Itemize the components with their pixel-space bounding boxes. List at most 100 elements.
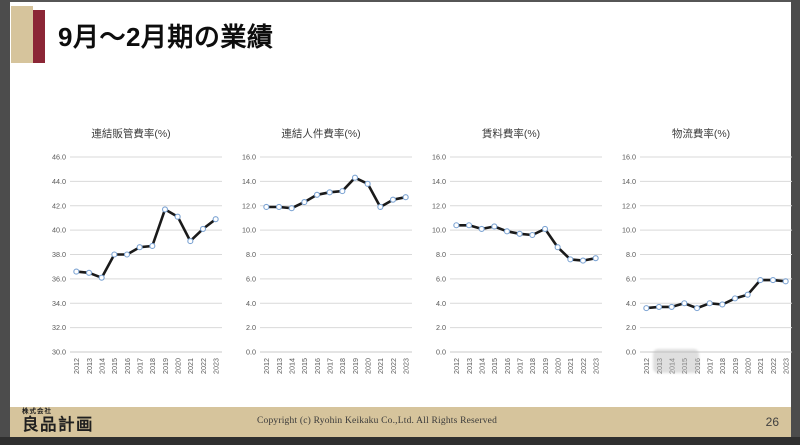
svg-text:2018: 2018 (338, 358, 347, 374)
svg-text:8.0: 8.0 (626, 250, 636, 259)
svg-text:46.0: 46.0 (52, 153, 66, 162)
page-title: 9月～2月期の業績 (58, 22, 274, 52)
svg-text:32.0: 32.0 (52, 323, 66, 332)
line-chart-svg: 連結人件費率(%) 16.0 14.0 12.0 10.0 8.0 6.0 4.0 2.0 0.0… (242, 127, 412, 374)
company-logo-name: 良品計画 (22, 415, 94, 434)
svg-text:2013: 2013 (655, 358, 664, 374)
frame-top-edge (0, 0, 800, 2)
svg-text:2012: 2012 (72, 358, 81, 374)
svg-text:2015: 2015 (680, 358, 689, 374)
svg-text:2015: 2015 (490, 358, 499, 374)
chart-rent-ratio: 賃料費率(%) 16.0 14.0 12.0 10.0 8.0 6.0 4.0 2.0 0.0 20… (418, 118, 604, 390)
svg-text:2.0: 2.0 (436, 323, 446, 332)
chart-consolidated-sga-ratio: 連結販管費率(%) 46.0 44.0 42.0 40.0 38.0 36.0 34.0 32.… (38, 118, 224, 390)
svg-text:2023: 2023 (781, 358, 790, 374)
svg-text:2.0: 2.0 (246, 323, 256, 332)
svg-text:16.0: 16.0 (622, 153, 636, 162)
svg-text:14.0: 14.0 (622, 177, 636, 186)
svg-text:30.0: 30.0 (52, 348, 66, 357)
svg-text:2015: 2015 (110, 358, 119, 374)
title-marker-tan (11, 6, 33, 63)
svg-text:賃料費率(%): 賃料費率(%) (482, 127, 540, 140)
frame-left-edge (0, 0, 10, 445)
svg-text:2012: 2012 (262, 358, 271, 374)
svg-text:連結販管費率(%): 連結販管費率(%) (91, 127, 170, 140)
copyright-text: Copyright (c) Ryohin Keikaku Co.,Ltd. Al… (256, 416, 498, 426)
svg-text:6.0: 6.0 (626, 274, 636, 283)
svg-text:2020: 2020 (363, 358, 372, 374)
svg-text:2013: 2013 (275, 358, 284, 374)
svg-text:8.0: 8.0 (246, 250, 256, 259)
svg-text:14.0: 14.0 (242, 177, 256, 186)
svg-text:連結人件費率(%): 連結人件費率(%) (281, 127, 360, 140)
svg-text:34.0: 34.0 (52, 299, 66, 308)
svg-text:16.0: 16.0 (242, 153, 256, 162)
svg-text:2013: 2013 (85, 358, 94, 374)
svg-text:42.0: 42.0 (52, 201, 66, 210)
svg-text:4.0: 4.0 (436, 299, 446, 308)
svg-text:2.0: 2.0 (626, 323, 636, 332)
svg-text:2020: 2020 (743, 358, 752, 374)
svg-text:36.0: 36.0 (52, 274, 66, 283)
svg-text:2017: 2017 (705, 358, 714, 374)
svg-text:14.0: 14.0 (432, 177, 446, 186)
svg-text:2018: 2018 (148, 358, 157, 374)
svg-text:6.0: 6.0 (246, 274, 256, 283)
svg-text:44.0: 44.0 (52, 177, 66, 186)
svg-text:2022: 2022 (389, 358, 398, 374)
svg-text:2019: 2019 (541, 358, 550, 374)
svg-text:2019: 2019 (351, 358, 360, 374)
svg-text:2023: 2023 (591, 358, 600, 374)
svg-text:2022: 2022 (579, 358, 588, 374)
frame-right-edge (791, 0, 800, 445)
svg-text:2014: 2014 (97, 358, 106, 374)
svg-text:2016: 2016 (693, 358, 702, 374)
svg-text:2023: 2023 (401, 358, 410, 374)
line-chart-svg: 物流費率(%) 16.0 14.0 12.0 10.0 8.0 6.0 4.0 2.0 0.0 20… (622, 127, 792, 374)
svg-text:2016: 2016 (123, 358, 132, 374)
company-logo: 株式会社 良品計画 (22, 408, 94, 434)
svg-text:2023: 2023 (211, 358, 220, 374)
svg-text:2017: 2017 (325, 358, 334, 374)
svg-text:40.0: 40.0 (52, 226, 66, 235)
svg-text:2019: 2019 (161, 358, 170, 374)
title-marker-red (33, 10, 45, 63)
charts-row: 連結販管費率(%) 46.0 44.0 42.0 40.0 38.0 36.0 34.0 32.… (38, 118, 794, 390)
svg-text:2017: 2017 (515, 358, 524, 374)
svg-text:2014: 2014 (477, 358, 486, 374)
svg-text:4.0: 4.0 (246, 299, 256, 308)
svg-text:2016: 2016 (503, 358, 512, 374)
svg-text:0.0: 0.0 (436, 348, 446, 357)
svg-text:38.0: 38.0 (52, 250, 66, 259)
svg-text:8.0: 8.0 (436, 250, 446, 259)
svg-text:2021: 2021 (186, 358, 195, 374)
chart-logistics-ratio: 物流費率(%) 16.0 14.0 12.0 10.0 8.0 6.0 4.0 2.0 0.0 20… (608, 118, 794, 390)
company-logo-prefix: 株式会社 (22, 408, 52, 415)
line-chart-svg: 連結販管費率(%) 46.0 44.0 42.0 40.0 38.0 36.0 34.0 32.… (52, 127, 222, 374)
line-chart-svg: 賃料費率(%) 16.0 14.0 12.0 10.0 8.0 6.0 4.0 2.0 0.0 20… (432, 127, 602, 374)
svg-text:12.0: 12.0 (622, 201, 636, 210)
svg-text:2020: 2020 (173, 358, 182, 374)
svg-text:2022: 2022 (769, 358, 778, 374)
svg-text:16.0: 16.0 (432, 153, 446, 162)
svg-text:2017: 2017 (135, 358, 144, 374)
chart-consolidated-personnel-ratio: 連結人件費率(%) 16.0 14.0 12.0 10.0 8.0 6.0 4.0 2.0 0.0… (228, 118, 414, 390)
page-number: 26 (765, 415, 779, 429)
svg-text:2019: 2019 (731, 358, 740, 374)
svg-text:12.0: 12.0 (242, 201, 256, 210)
svg-text:2012: 2012 (452, 358, 461, 374)
svg-text:2016: 2016 (313, 358, 322, 374)
frame-bottom-edge (0, 437, 800, 445)
svg-text:2021: 2021 (566, 358, 575, 374)
svg-text:2022: 2022 (199, 358, 208, 374)
footer: 株式会社 良品計画 Copyright (c) Ryohin Keikaku C… (10, 407, 791, 437)
svg-text:2015: 2015 (300, 358, 309, 374)
svg-text:2021: 2021 (756, 358, 765, 374)
svg-text:2014: 2014 (667, 358, 676, 374)
svg-text:2013: 2013 (465, 358, 474, 374)
svg-text:2018: 2018 (718, 358, 727, 374)
overlay-artifact (653, 349, 699, 373)
svg-text:4.0: 4.0 (626, 299, 636, 308)
svg-text:0.0: 0.0 (626, 348, 636, 357)
svg-text:0.0: 0.0 (246, 348, 256, 357)
